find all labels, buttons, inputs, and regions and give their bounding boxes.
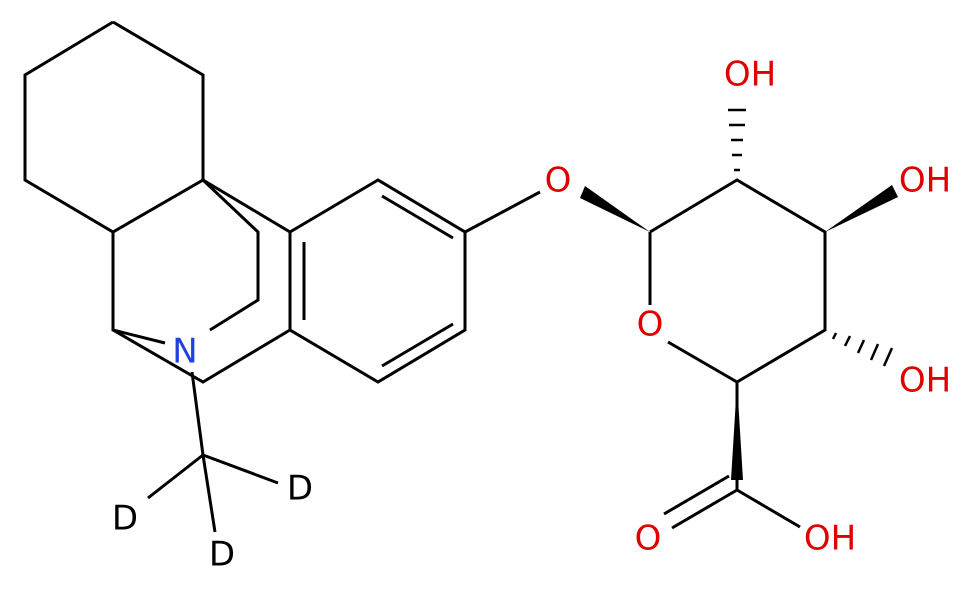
- atom-label: O: [637, 305, 664, 345]
- bonds: [23, 20, 827, 533]
- atom-label: N: [172, 332, 197, 372]
- atom-label: OH: [724, 55, 776, 95]
- atom-label: D: [112, 499, 138, 539]
- atom-label: O: [545, 161, 572, 201]
- atom-labels: OH O OH O OH O OH N D D D: [112, 55, 951, 575]
- atom-label: D: [287, 469, 313, 509]
- atom-label: OH: [899, 361, 951, 401]
- atom-label: O: [635, 519, 662, 559]
- atom-label: OH: [899, 161, 951, 201]
- stereo-bonds: [580, 108, 898, 480]
- atom-label: D: [209, 535, 235, 575]
- atom-label: OH: [804, 519, 856, 559]
